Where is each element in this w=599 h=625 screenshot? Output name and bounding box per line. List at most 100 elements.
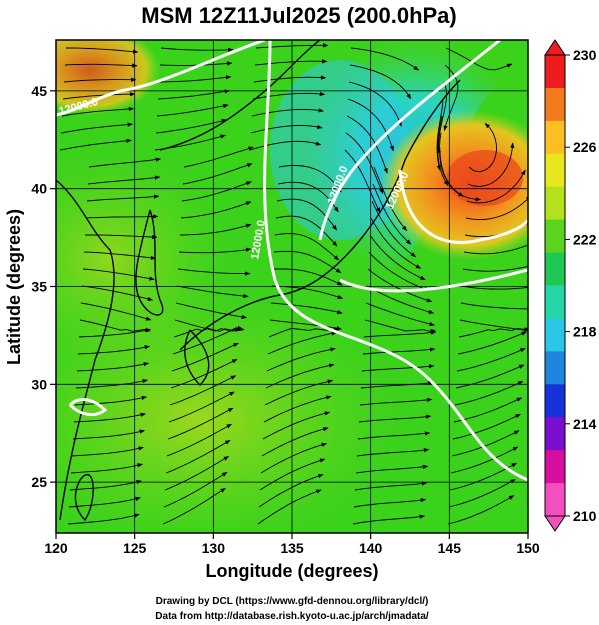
y-axis-label: Latitude (degrees)	[4, 209, 24, 365]
height-contours	[56, 40, 528, 482]
colorbar-band	[545, 450, 565, 484]
streamline	[350, 47, 420, 71]
streamline	[251, 108, 324, 117]
streamline	[179, 223, 252, 236]
streamline	[439, 132, 464, 197]
streamline	[275, 215, 338, 247]
contour-line-trough	[263, 40, 528, 482]
colorbar-band	[545, 384, 565, 418]
colorbar-band	[545, 87, 565, 122]
colorbar-label: 210	[573, 508, 597, 524]
x-tick-label: 135	[280, 540, 304, 556]
x-tick-label: 150	[516, 540, 540, 556]
streamline	[70, 463, 143, 474]
streamline	[436, 98, 444, 171]
streamline	[452, 413, 521, 440]
colorbar-bands	[545, 55, 565, 517]
streamline	[74, 395, 148, 406]
colorbar-band	[545, 417, 565, 451]
contour-line-southwest	[68, 398, 108, 417]
streamline	[66, 47, 139, 54]
streamline	[270, 302, 343, 315]
streamline	[344, 149, 381, 213]
streamline	[454, 380, 524, 406]
streamline	[353, 498, 427, 508]
streamline	[355, 464, 429, 474]
streamline	[73, 412, 146, 423]
streamline	[250, 124, 323, 134]
streamline	[367, 268, 433, 303]
contour-line-ridge	[318, 40, 501, 241]
streamline	[163, 471, 228, 508]
streamline	[262, 411, 331, 440]
streamline	[60, 122, 133, 134]
streamline	[61, 106, 135, 117]
colorbar-label: 218	[573, 324, 597, 340]
streamline	[267, 331, 338, 355]
coastline-mainland-north	[159, 40, 321, 151]
colorbar-band	[545, 55, 565, 89]
colorbar-label: 230	[573, 47, 597, 63]
streamline	[466, 169, 526, 204]
contour-line-anticyclone	[398, 169, 528, 244]
streamline	[273, 250, 342, 274]
streamline	[276, 198, 338, 231]
streamline	[169, 375, 237, 406]
streamline	[64, 63, 138, 68]
streamline	[436, 81, 448, 154]
streamline	[82, 268, 155, 281]
y-tick-label: 35	[31, 279, 47, 295]
streamline	[183, 146, 254, 168]
streamline	[154, 134, 226, 151]
x-tick-label: 140	[359, 540, 383, 556]
streamline	[160, 47, 234, 53]
streamline	[175, 302, 248, 320]
streamline	[258, 474, 324, 508]
streamline	[362, 347, 436, 355]
streamline	[358, 414, 432, 423]
streamline	[349, 64, 412, 100]
streamline	[437, 115, 449, 187]
streamline	[450, 446, 519, 474]
streamline	[166, 423, 232, 457]
streamline	[249, 140, 322, 151]
colorbar: 230 226 222 218 214 210	[544, 39, 597, 532]
streamline	[79, 319, 151, 332]
colorbar-band	[545, 252, 565, 286]
streamline	[88, 157, 162, 168]
x-tick-label: 130	[202, 540, 226, 556]
streamline	[157, 89, 231, 100]
coastline-taiwan	[74, 473, 94, 522]
streamline	[86, 194, 160, 202]
streamline	[278, 165, 342, 193]
streamline	[347, 98, 394, 152]
streamline	[457, 331, 527, 355]
streamline	[345, 132, 384, 194]
colorbar-frame	[544, 54, 566, 517]
streamline	[456, 347, 526, 372]
streamline	[459, 319, 528, 332]
streamline	[259, 458, 326, 491]
streamline	[156, 103, 229, 117]
streamline	[443, 64, 459, 132]
colorbar-band	[545, 120, 565, 155]
streamline	[252, 91, 326, 100]
streamline	[265, 363, 335, 389]
streamline	[447, 495, 515, 525]
streamline	[361, 364, 435, 372]
streamline	[365, 302, 435, 327]
x-axis-label: Longitude (degrees)	[205, 561, 378, 581]
streamline	[78, 328, 152, 338]
streamline	[159, 61, 233, 66]
streamline	[63, 77, 137, 83]
streamline	[268, 327, 340, 338]
x-tick-label: 125	[123, 540, 147, 556]
streamline	[87, 175, 161, 185]
streamline	[83, 251, 157, 260]
streamline	[71, 446, 144, 457]
colorbar-band	[545, 219, 565, 254]
chart-title: MSM 12Z11Jul2025 (200.0hPa)	[141, 3, 457, 28]
streamline	[274, 233, 340, 261]
streamline	[445, 47, 513, 71]
